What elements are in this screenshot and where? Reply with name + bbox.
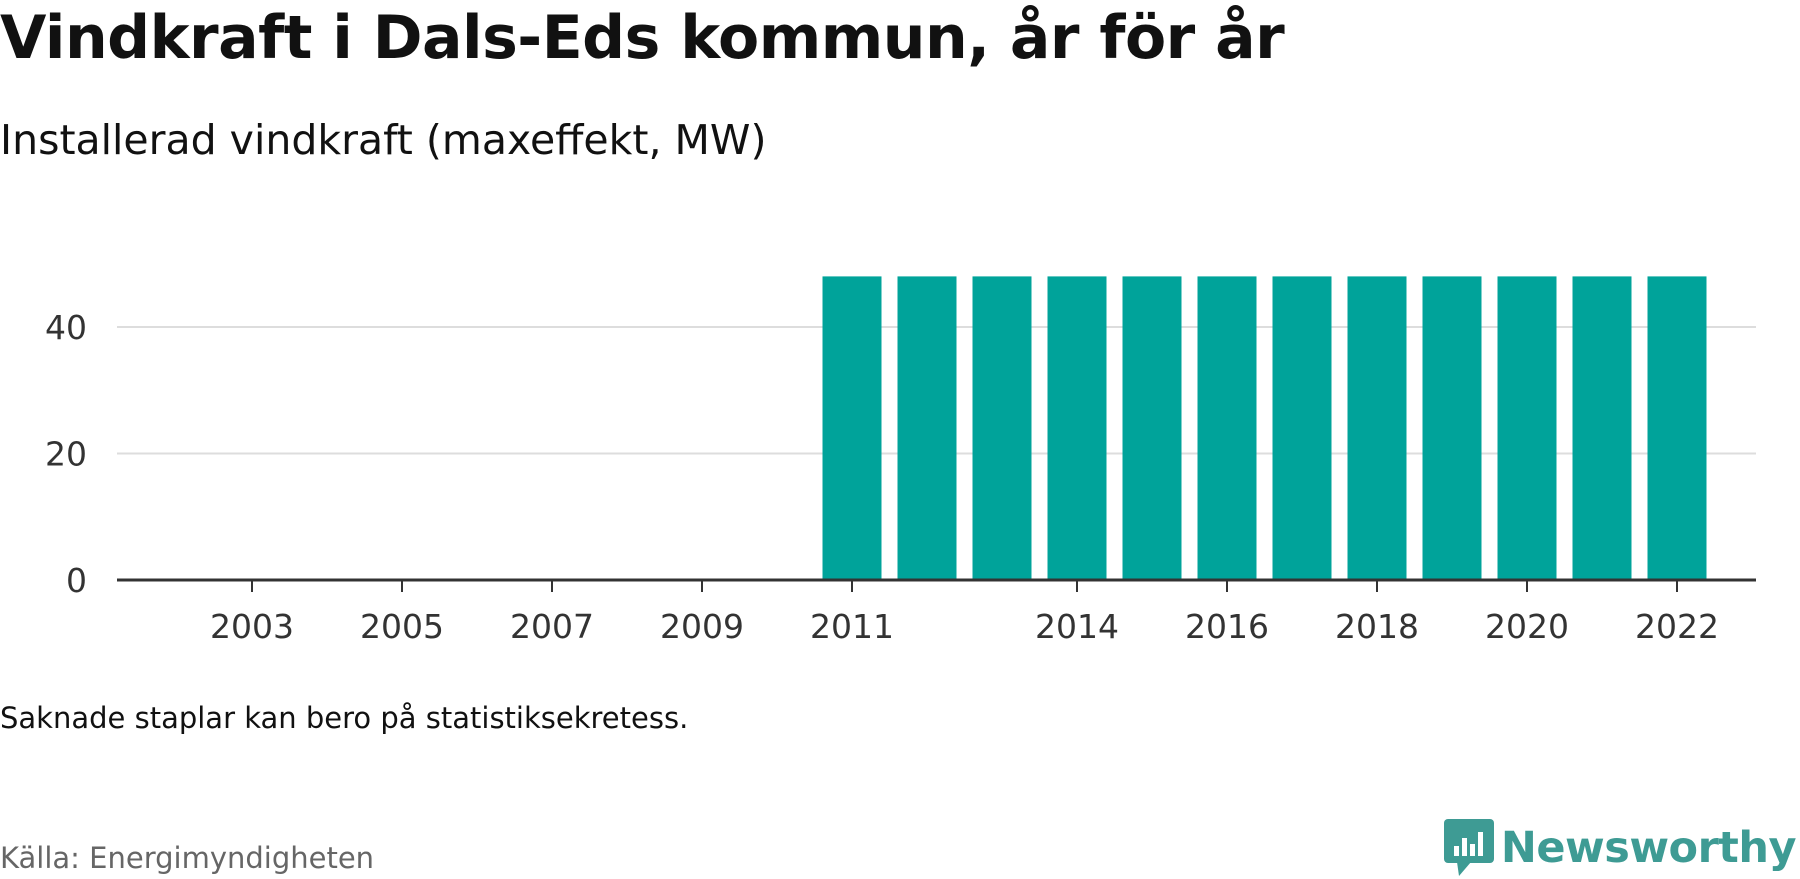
bar <box>972 276 1032 580</box>
x-tick-label: 2003 <box>210 607 294 646</box>
x-tick-label: 2018 <box>1335 607 1419 646</box>
chart-subtitle: Installerad vindkraft (maxeffekt, MW) <box>0 116 767 164</box>
x-tick-label: 2016 <box>1185 607 1269 646</box>
bar <box>1347 276 1407 580</box>
y-tick-label: 20 <box>45 435 87 474</box>
bar <box>1272 276 1332 580</box>
x-tick-label: 2014 <box>1035 607 1119 646</box>
source-credit: Källa: Energimyndigheten <box>0 841 375 875</box>
newsworthy-logo-icon <box>1443 819 1494 876</box>
bar <box>897 276 957 580</box>
x-tick-label: 2020 <box>1485 607 1569 646</box>
bar <box>822 276 882 580</box>
bar <box>1422 276 1482 580</box>
newsworthy-logo: Newsworthy <box>1443 818 1797 878</box>
bar <box>1197 276 1257 580</box>
x-tick-label: 2022 <box>1635 607 1719 646</box>
x-tick-label: 2009 <box>660 607 744 646</box>
y-tick-label: 0 <box>66 561 87 600</box>
bar <box>1572 276 1632 580</box>
x-tick-label: 2005 <box>360 607 444 646</box>
bar <box>1047 276 1107 580</box>
y-tick-label: 40 <box>45 308 87 347</box>
x-tick-label: 2007 <box>510 607 594 646</box>
x-tick-label: 2011 <box>810 607 894 646</box>
chart-title: Vindkraft i Dals-Eds kommun, år för år <box>0 3 1285 73</box>
brand-name: Newsworthy <box>1500 823 1797 873</box>
footnote: Saknade staplar kan bero på statistiksek… <box>0 701 689 735</box>
bar <box>1122 276 1182 580</box>
bar <box>1497 276 1557 580</box>
bar <box>1647 276 1707 580</box>
bar-chart: 0 20 40 2003 2005 2007 2009 2011 2014 2016 2018 202… <box>45 276 1756 646</box>
